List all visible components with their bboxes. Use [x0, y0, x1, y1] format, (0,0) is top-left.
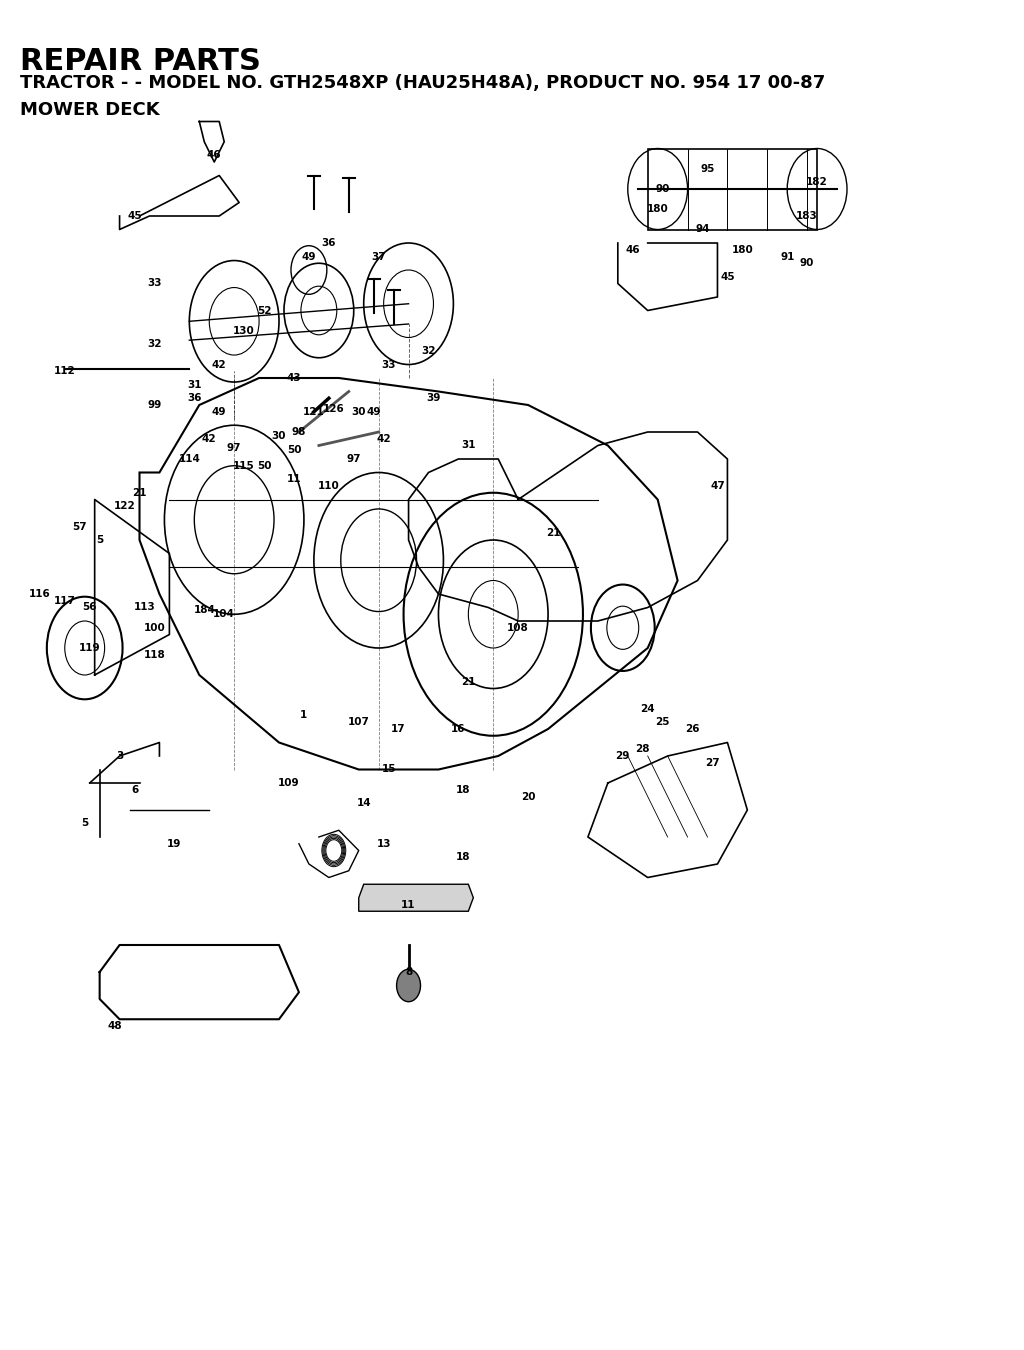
Text: 42: 42 — [377, 433, 391, 444]
Text: 16: 16 — [452, 724, 466, 734]
Text: 21: 21 — [546, 528, 560, 539]
Circle shape — [396, 969, 421, 1002]
Text: 28: 28 — [636, 744, 650, 755]
Text: 20: 20 — [521, 791, 536, 802]
Text: 31: 31 — [461, 440, 475, 451]
Text: 115: 115 — [233, 460, 255, 471]
Text: 31: 31 — [187, 379, 202, 390]
Text: 27: 27 — [706, 757, 720, 768]
Text: 36: 36 — [322, 238, 336, 248]
Text: 107: 107 — [348, 717, 370, 728]
Text: 47: 47 — [710, 481, 725, 491]
Polygon shape — [358, 884, 473, 911]
Text: 50: 50 — [257, 460, 271, 471]
Text: 100: 100 — [143, 622, 165, 633]
Text: 3: 3 — [116, 751, 123, 761]
Text: 109: 109 — [279, 778, 300, 788]
Text: 8: 8 — [404, 967, 413, 977]
Text: 21: 21 — [461, 676, 475, 687]
Text: TRACTOR - - MODEL NO. GTH2548XP (HAU25H48A), PRODUCT NO. 954 17 00-87: TRACTOR - - MODEL NO. GTH2548XP (HAU25H4… — [19, 74, 825, 92]
Text: 6: 6 — [131, 784, 138, 795]
Text: 5: 5 — [81, 818, 88, 829]
Text: 32: 32 — [147, 339, 162, 350]
Text: 18: 18 — [456, 852, 471, 863]
Text: 42: 42 — [212, 359, 226, 370]
Text: 130: 130 — [233, 325, 255, 336]
Text: 45: 45 — [127, 211, 142, 221]
Text: 13: 13 — [377, 838, 391, 849]
Text: 94: 94 — [695, 224, 710, 235]
Text: 108: 108 — [507, 622, 529, 633]
Text: 50: 50 — [287, 444, 301, 455]
Text: 26: 26 — [685, 724, 699, 734]
Text: REPAIR PARTS: REPAIR PARTS — [19, 47, 261, 76]
Text: 18: 18 — [456, 784, 471, 795]
Text: 42: 42 — [202, 433, 216, 444]
Text: 119: 119 — [79, 643, 100, 653]
Text: 112: 112 — [54, 366, 76, 377]
Text: 180: 180 — [731, 244, 754, 255]
Text: 126: 126 — [323, 404, 345, 414]
Text: 45: 45 — [720, 271, 735, 282]
Text: 49: 49 — [367, 406, 381, 417]
Text: 49: 49 — [212, 406, 226, 417]
Text: 43: 43 — [287, 373, 301, 383]
Text: 91: 91 — [780, 251, 795, 262]
Text: 19: 19 — [167, 838, 181, 849]
Text: 118: 118 — [143, 649, 165, 660]
Text: 97: 97 — [346, 454, 361, 464]
Text: 52: 52 — [257, 305, 271, 316]
Text: 11: 11 — [401, 899, 416, 910]
Text: 110: 110 — [318, 481, 340, 491]
Text: 36: 36 — [187, 393, 202, 404]
Text: 183: 183 — [797, 211, 818, 221]
Text: 1: 1 — [300, 710, 307, 721]
Text: 11: 11 — [287, 474, 301, 485]
Text: 90: 90 — [800, 258, 814, 269]
Text: 24: 24 — [640, 703, 655, 714]
Bar — [648, 148, 817, 230]
Text: 114: 114 — [178, 454, 201, 464]
Text: 29: 29 — [615, 751, 630, 761]
Text: 30: 30 — [271, 431, 287, 441]
Text: 39: 39 — [426, 393, 440, 404]
Text: 113: 113 — [133, 602, 156, 613]
Text: 14: 14 — [356, 798, 371, 809]
Text: 48: 48 — [108, 1021, 122, 1031]
Text: 95: 95 — [700, 163, 715, 174]
Text: 32: 32 — [421, 346, 436, 356]
Text: 46: 46 — [626, 244, 640, 255]
Text: 17: 17 — [391, 724, 406, 734]
Text: 98: 98 — [292, 427, 306, 437]
Text: 180: 180 — [647, 204, 669, 215]
Text: 15: 15 — [381, 764, 396, 775]
Text: 117: 117 — [54, 595, 76, 606]
Text: 56: 56 — [83, 602, 97, 613]
Text: 37: 37 — [372, 251, 386, 262]
Text: 116: 116 — [29, 589, 51, 599]
Text: 122: 122 — [114, 501, 135, 512]
Text: 5: 5 — [96, 535, 103, 545]
Text: 121: 121 — [303, 406, 325, 417]
Text: 30: 30 — [351, 406, 366, 417]
Text: 184: 184 — [194, 605, 215, 616]
Text: 97: 97 — [227, 443, 242, 454]
Text: 57: 57 — [73, 521, 87, 532]
Text: 33: 33 — [147, 278, 162, 289]
Text: 49: 49 — [302, 251, 316, 262]
Text: MOWER DECK: MOWER DECK — [19, 101, 160, 119]
Text: 104: 104 — [213, 609, 236, 620]
Text: 25: 25 — [655, 717, 670, 728]
Text: 99: 99 — [147, 400, 162, 410]
Text: 21: 21 — [132, 487, 146, 498]
Text: 90: 90 — [655, 184, 670, 194]
Text: 46: 46 — [207, 150, 221, 161]
Text: 33: 33 — [381, 359, 396, 370]
Text: 182: 182 — [806, 177, 828, 188]
